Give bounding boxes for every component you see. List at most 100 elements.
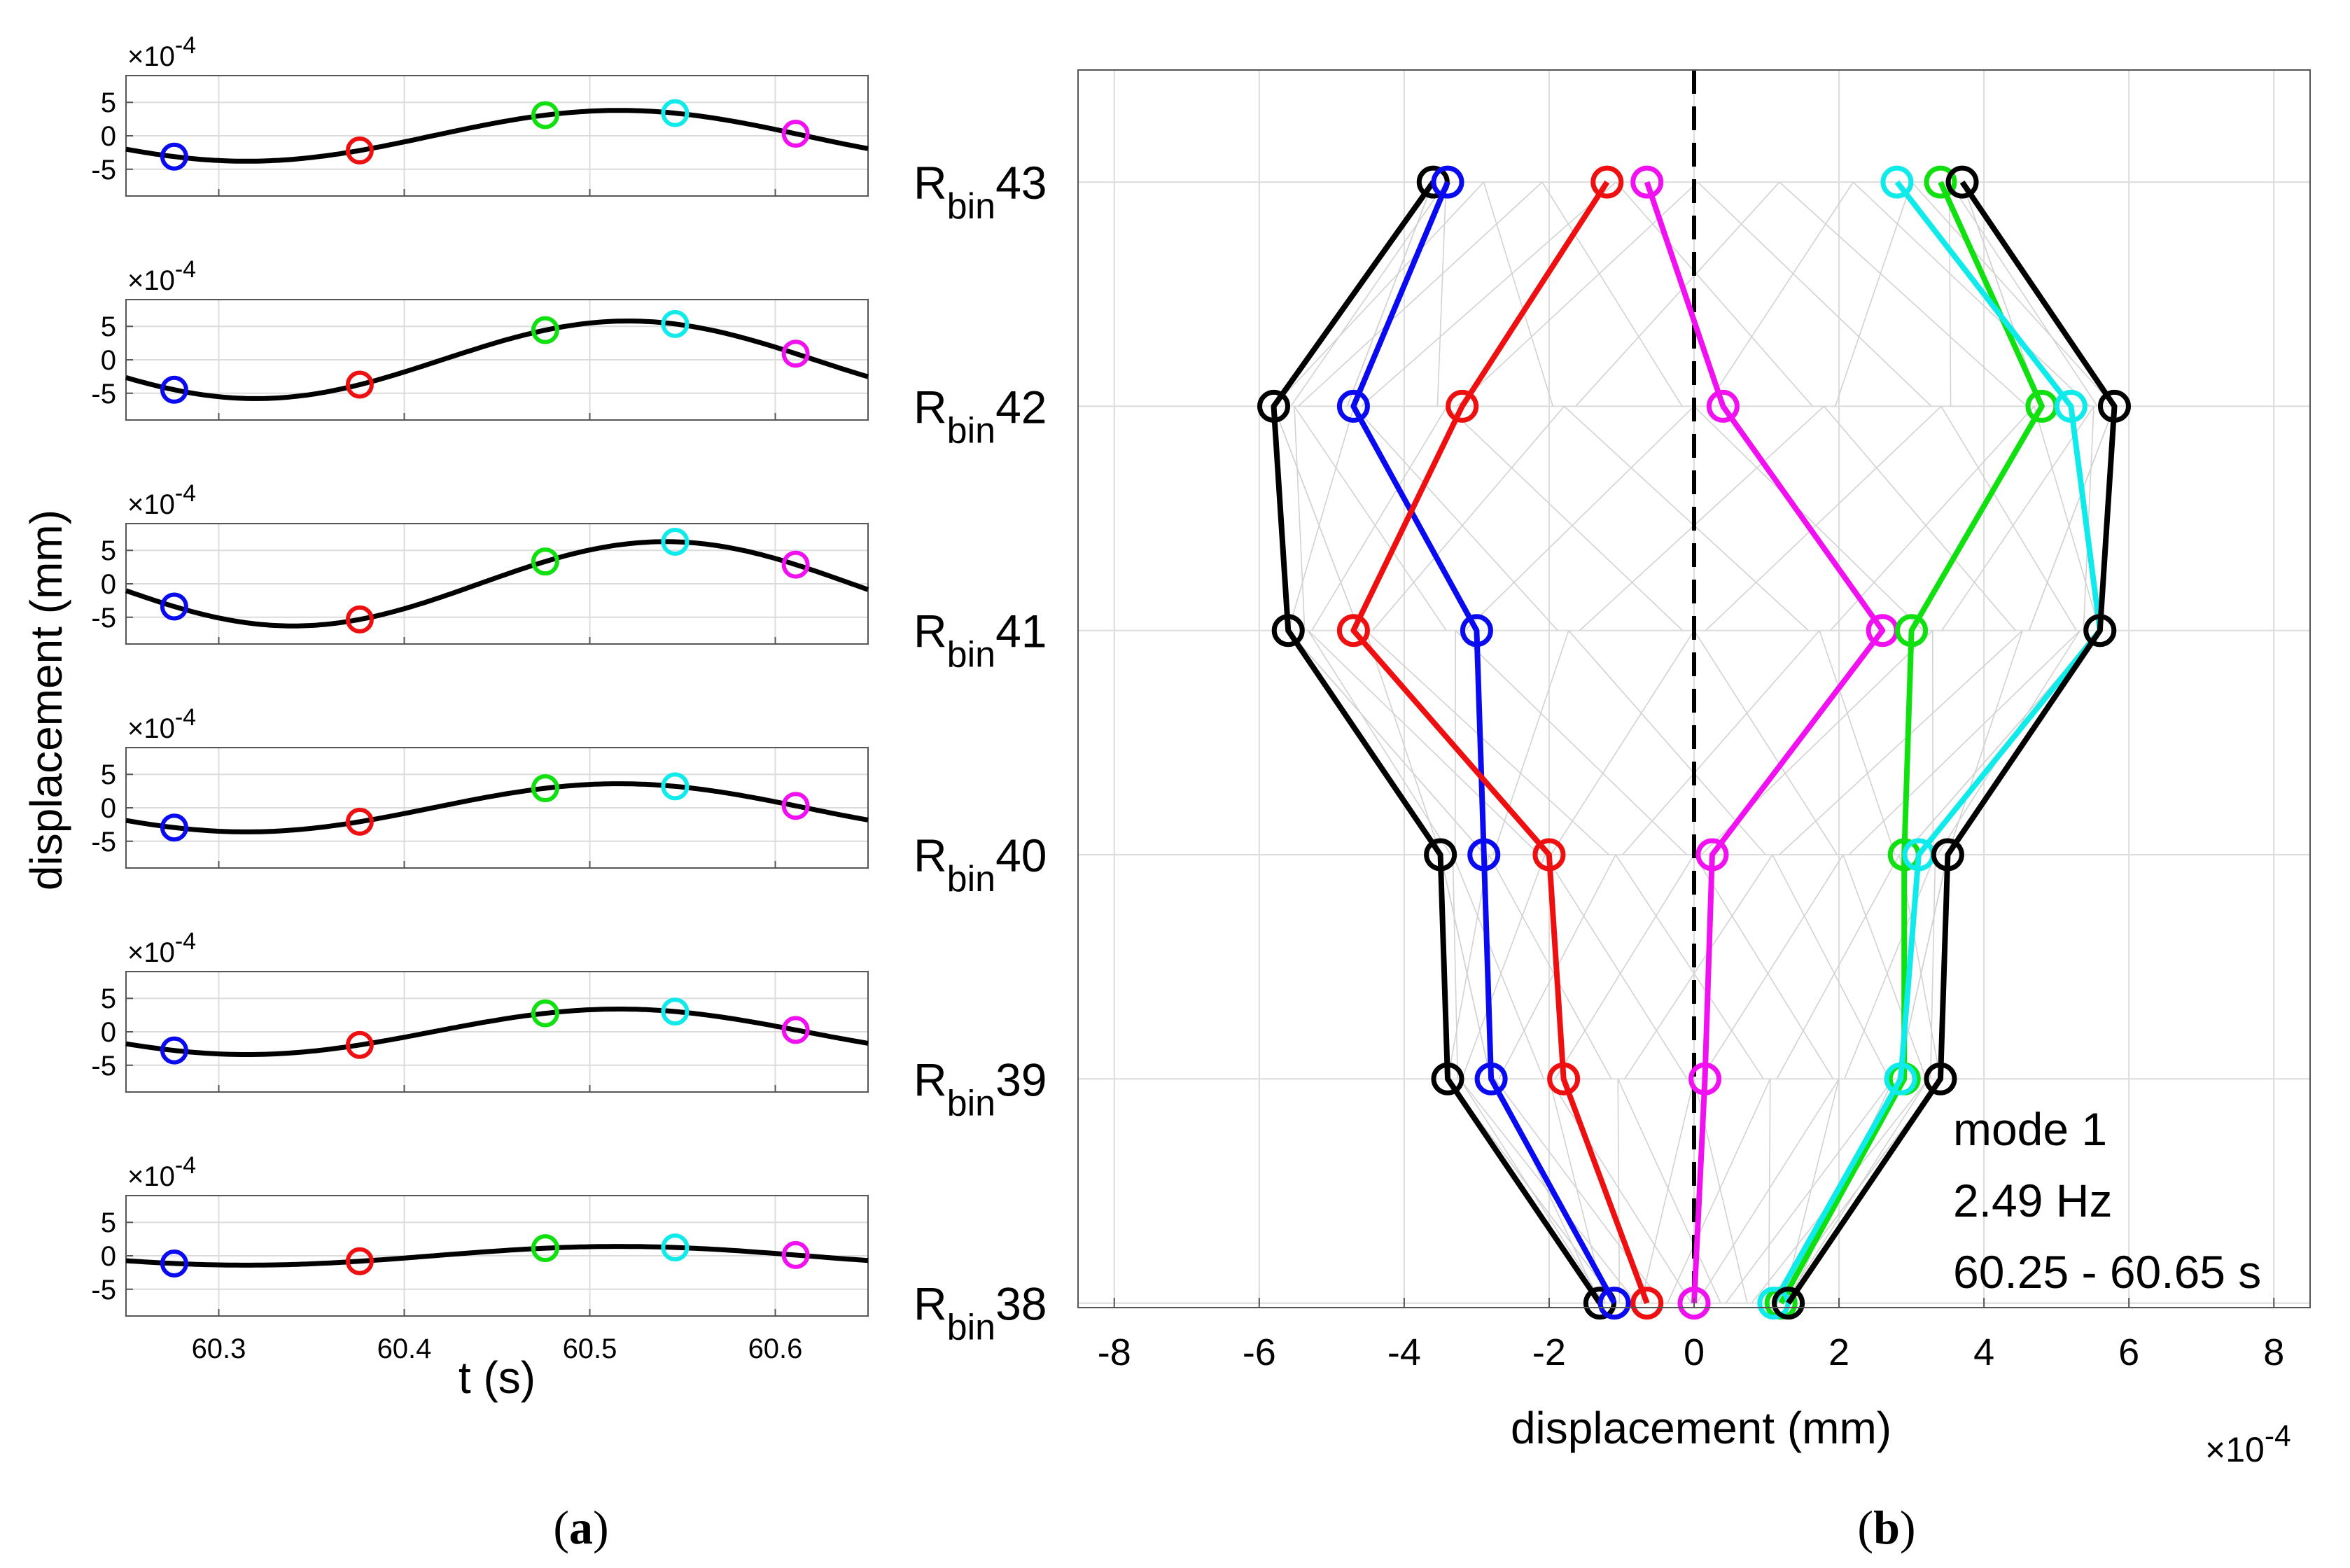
marker-magenta (781, 1240, 810, 1269)
series-marker (1597, 1287, 1631, 1320)
mesh-line (1693, 854, 1834, 1079)
mesh-line (1929, 854, 1936, 1079)
mesh-line (1624, 854, 1773, 1079)
x-tick-label: -6 (1243, 1331, 1276, 1373)
series-marker (2097, 389, 2131, 423)
x-tick-label: -8 (1098, 1331, 1131, 1373)
mesh-line (1947, 630, 2023, 855)
y-tick-label: 5 (101, 536, 116, 566)
mesh-line (1365, 630, 1441, 855)
marker-cyan (661, 99, 690, 127)
mesh-line (1447, 854, 1490, 1079)
series-marker (1431, 165, 1464, 199)
mesh-line (1844, 854, 1936, 1079)
displacement-curve (125, 539, 869, 629)
series-marker (1895, 614, 1929, 648)
marker-magenta (781, 792, 810, 820)
series-marker (1772, 1287, 1805, 1320)
bin-label: Rbin40 (914, 830, 1047, 899)
mesh-line (1492, 630, 1569, 855)
marker-cyan (661, 527, 690, 556)
marker-red (345, 136, 374, 164)
x-tick-label: 8 (2263, 1331, 2284, 1373)
series-line (1771, 180, 2103, 1305)
marker-green (531, 547, 559, 576)
y-exponent-label: ×10-4 (127, 1152, 196, 1192)
subplot-2: 50-5 ×10-4 (91, 256, 869, 421)
y-tick-label: -5 (91, 379, 116, 410)
mode-shape-mesh (1273, 181, 2115, 1304)
annotation-frequency: 2.49 Hz (1953, 1175, 2112, 1226)
mesh-line (1311, 406, 1448, 631)
mesh-line (1696, 1078, 1840, 1304)
marker-blue (160, 142, 188, 171)
marker-green (531, 999, 559, 1028)
mesh-line (1617, 1079, 1621, 1303)
x-tick-label: 4 (1973, 1331, 1994, 1373)
y-tick-label: -5 (91, 603, 116, 634)
mesh-line (1667, 1078, 1771, 1303)
mesh-line (1273, 406, 1360, 631)
mesh-line (2028, 406, 2115, 631)
series-marker (1924, 165, 1957, 199)
series-red (1336, 165, 1664, 1320)
mesh-line (1776, 854, 1900, 1079)
series-marker (1931, 838, 1964, 872)
mesh-line (1615, 854, 1764, 1079)
mesh-line (1308, 630, 1540, 855)
caption-a: (a) (553, 1501, 608, 1554)
mesh-line (1541, 181, 1683, 407)
series-marker (1257, 389, 1291, 423)
y-tick-label: -5 (91, 1051, 116, 1082)
mesh-line (1287, 406, 1355, 631)
displacement-curve (125, 108, 869, 164)
mesh-line (1693, 405, 1924, 631)
caption-b: (b) (1857, 1501, 1915, 1554)
y-exponent-label: ×10-4 (127, 480, 196, 520)
bin-label: Rbin41 (914, 606, 1047, 676)
x-axis-title: t (s) (459, 1352, 536, 1403)
x-axis-title: displacement (mm) (1511, 1403, 1891, 1453)
series-marker (1474, 1062, 1508, 1096)
mesh-line (1365, 630, 1609, 855)
series-marker (1424, 838, 1457, 872)
mesh-line (1346, 181, 1434, 407)
mesh-line (1439, 854, 1492, 1079)
series-line (1350, 181, 1617, 1305)
series-marker (1945, 165, 1979, 199)
marker-red (345, 605, 374, 634)
series-marker (1467, 838, 1501, 872)
series-marker (1884, 1062, 1917, 1096)
series-marker (2054, 389, 2087, 423)
mesh-line (1461, 854, 1546, 1079)
marker-magenta (781, 120, 810, 148)
y-tick-label: 5 (101, 88, 116, 118)
marker-red (345, 1247, 374, 1275)
series-marker (1336, 614, 1370, 648)
y-tick-label: 5 (101, 1208, 116, 1238)
mesh-line (1842, 854, 1927, 1079)
mesh-line (1948, 182, 1952, 407)
mesh-line (1823, 405, 2016, 631)
mesh-line (1544, 854, 1688, 1079)
subplot-3: 50-5 ×10-4 (91, 480, 869, 645)
y-tick-label: 0 (101, 793, 116, 824)
mesh-line (1452, 854, 1544, 1079)
mesh-line (1459, 1078, 1604, 1304)
x-tick-label: -2 (1532, 1331, 1566, 1373)
y-tick-label: -5 (91, 827, 116, 858)
mesh-line (1779, 630, 2023, 855)
y-tick-label: 0 (101, 345, 116, 376)
series-blue (1336, 165, 1631, 1320)
mesh-line (1615, 181, 1813, 407)
mesh-line (2034, 406, 2101, 631)
mesh-line (1705, 181, 1854, 407)
mesh-line (1294, 406, 1306, 631)
mesh-line (1705, 405, 1942, 631)
mesh-line (1554, 854, 1695, 1079)
displacement-curve (125, 1007, 869, 1057)
marker-blue (160, 1249, 188, 1278)
marker-blue (160, 813, 188, 842)
series-marker (1880, 165, 1914, 199)
mesh-line (1772, 854, 1890, 1079)
